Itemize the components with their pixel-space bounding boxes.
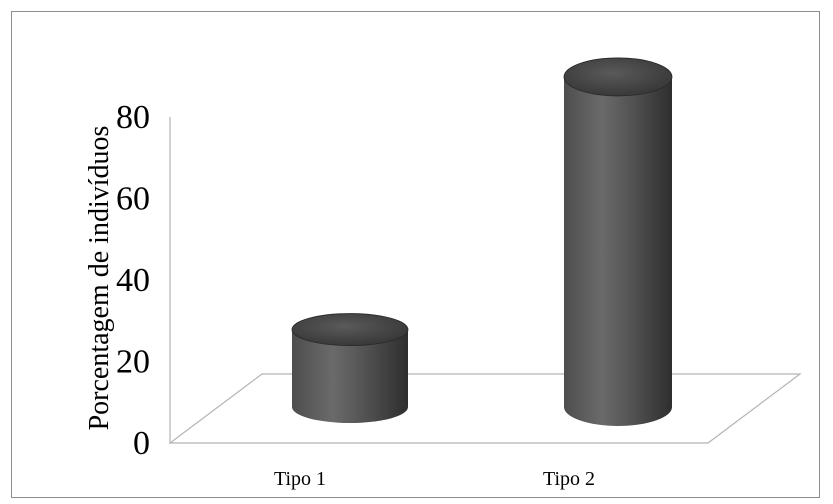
y-tick-labels: 0 20 40 60 80 xyxy=(116,99,150,462)
chart-frame xyxy=(11,11,820,498)
y-tick-label: 80 xyxy=(116,99,150,136)
bar xyxy=(291,313,409,423)
bar-top xyxy=(563,57,673,97)
y-tick-label: 20 xyxy=(116,344,150,381)
y-axis-title: Porcentagem de indivíduos xyxy=(84,126,115,431)
bar-top xyxy=(291,313,409,346)
y-tick-label: 40 xyxy=(116,262,150,299)
category-label: Tipo 1 xyxy=(274,468,326,490)
category-labels: Tipo 1 Tipo 2 xyxy=(274,468,595,490)
chart-floor xyxy=(168,373,802,444)
y-tick-label: 60 xyxy=(116,181,150,218)
category-label: Tipo 2 xyxy=(543,468,595,490)
bar-body xyxy=(292,329,408,423)
y-tick-label: 0 xyxy=(133,425,150,462)
bar-body xyxy=(564,76,672,427)
bar xyxy=(563,57,673,427)
bars-group xyxy=(291,57,673,427)
